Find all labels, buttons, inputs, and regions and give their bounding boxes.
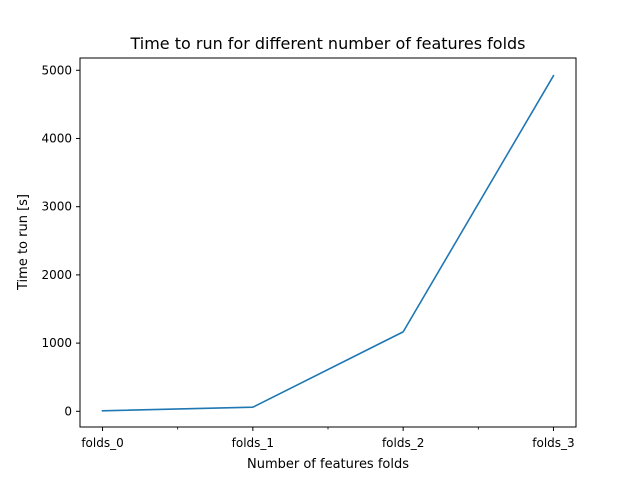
- y-tick-label: 1000: [41, 336, 72, 350]
- y-tick-label: 3000: [41, 200, 72, 214]
- y-tick-label: 4000: [41, 131, 72, 145]
- plot-frame: [79, 57, 577, 428]
- x-tick-label: folds_1: [232, 436, 274, 450]
- y-axis: 0 1000 2000 3000 4000 5000: [41, 63, 80, 418]
- y-tick-label: 2000: [41, 268, 72, 282]
- y-tick-label: 0: [64, 404, 72, 418]
- x-axis-label: Number of features folds: [247, 457, 409, 472]
- y-axis-label: Time to run [s]: [16, 194, 31, 291]
- series-line-0: [101, 74, 555, 412]
- x-axis: folds_0 folds_1 folds_2 folds_3: [81, 427, 575, 450]
- x-tick-label: folds_3: [532, 436, 574, 450]
- x-tick-label: folds_2: [382, 436, 424, 450]
- y-tick-label: 5000: [41, 63, 72, 77]
- plot-area: [79, 57, 577, 428]
- x-tick-label: folds_0: [81, 436, 123, 450]
- chart-title: Time to run for different number of feat…: [129, 34, 525, 53]
